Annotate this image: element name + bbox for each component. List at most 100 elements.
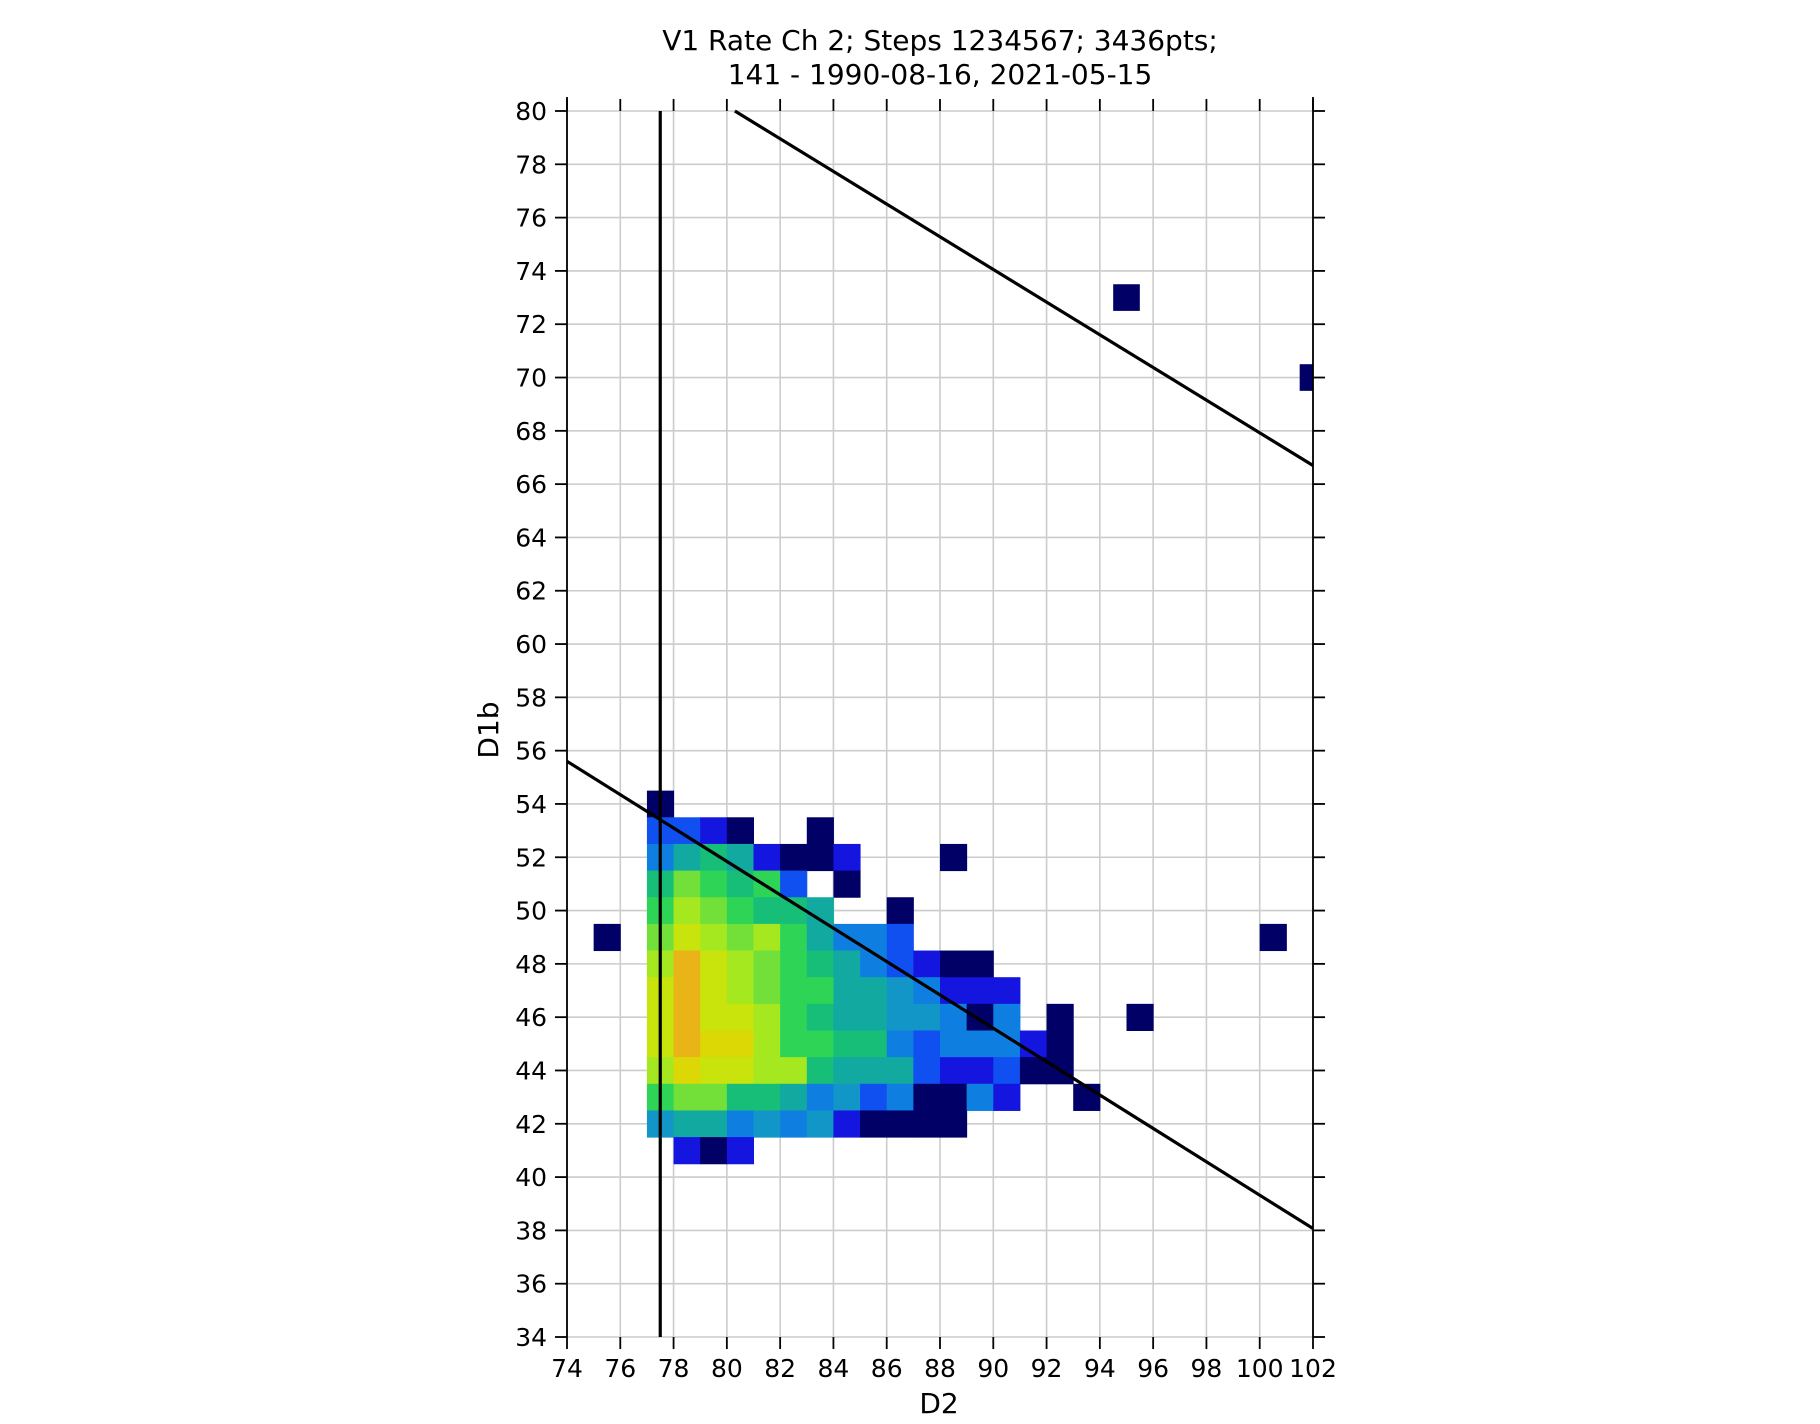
heatmap-cell [700,870,728,898]
heatmap-cell [726,1110,754,1138]
heatmap-cell [726,950,754,978]
heatmap-cell [886,1057,914,1085]
heatmap-cell [673,897,701,925]
heatmap-cell [700,1137,728,1165]
heatmap-cell [993,977,1021,1005]
heatmap-cell [753,1083,781,1111]
heatmap-cell [913,1030,941,1058]
heatmap-cell [886,923,914,952]
heatmap-cell [726,1057,754,1085]
heatmap-cell [833,1057,861,1085]
heatmap-cell [700,1003,728,1031]
heatmap-cells [593,284,1313,1165]
heatmap-cell [966,1030,994,1058]
heatmap-cell [913,1083,941,1111]
heatmap-cell [940,843,968,872]
heatmap-cell [833,843,861,872]
y-tick-label: 66 [515,470,547,499]
reference-lines [566,109,1314,1337]
heatmap-cell [860,1030,888,1058]
x-tick-label: 82 [764,1354,796,1383]
heatmap-cell [780,950,808,978]
heatmap-cell [833,870,861,898]
x-tick-label: 102 [1289,1354,1337,1383]
heatmap-cell [780,843,808,872]
heatmap-cell [806,817,834,845]
heatmap-cell [753,977,781,1005]
y-tick-label: 80 [515,97,547,126]
heatmap-cell [860,1003,888,1031]
heatmap-cell [700,950,728,978]
heatmap-cell [753,1030,781,1058]
heatmap-cell [993,1003,1021,1031]
heatmap-cell [966,1083,994,1111]
heatmap-cell [1299,364,1313,391]
y-tick-label: 64 [515,523,547,552]
heatmap-cell [806,1057,834,1085]
heatmap-cell [753,923,781,952]
axis-ticks: 74 76 78 80 82 84 86 88 90 92 94 96 98 100 102 34 36 38 40… [515,97,1337,1383]
heatmap-cell [673,923,701,952]
heatmap-cell [833,1083,861,1111]
heatmap-cell [833,1110,861,1138]
heatmap-cell [726,843,754,872]
heatmap-cell [726,923,754,952]
y-tick-label: 78 [515,150,547,179]
heatmap-cell [940,1083,968,1111]
x-tick-label: 76 [604,1354,636,1383]
x-tick-label: 86 [871,1354,903,1383]
heatmap-cell [860,1110,888,1138]
heatmap-cell [780,1057,808,1085]
y-tick-label: 42 [515,1110,547,1139]
y-tick-label: 74 [515,257,547,286]
heatmap-cell [753,897,781,925]
heatmap-cell [753,1003,781,1031]
heatmap-cell [966,950,994,978]
x-tick-label: 96 [1137,1354,1169,1383]
y-tick-label: 54 [515,790,547,819]
heatmap-cell [673,1003,701,1031]
heatmap-cell [753,1057,781,1085]
y-tick-label: 68 [515,417,547,446]
heatmap-cell [673,950,701,978]
reference-line [566,759,1314,1230]
heatmap-cell [726,1003,754,1031]
heatmap-cell [860,1057,888,1085]
heatmap-cell [726,1030,754,1058]
heatmap-cell [886,897,914,925]
heatmap-cell [913,950,941,978]
heatmap-cell [726,1137,754,1165]
x-axis-label: D2 [919,1387,958,1420]
heatmap-cell [860,977,888,1005]
heatmap-cell [1126,1003,1154,1031]
heatmap-cell [780,977,808,1005]
heatmap-cell [966,977,994,1005]
reference-line [734,109,1314,467]
heatmap-cell [913,1110,941,1138]
heatmap-cell [860,1083,888,1111]
heatmap-cell [753,950,781,978]
heatmap-cell [913,1003,941,1031]
y-tick-label: 46 [515,1003,547,1032]
heatmap-cell [940,1110,968,1138]
heatmap-cell [940,1030,968,1058]
y-tick-label: 70 [515,364,547,393]
heatmap-cell [673,870,701,898]
heatmap-cell [593,923,621,952]
heatmap-cell [753,843,781,872]
heatmap-cell [700,817,728,845]
y-tick-label: 72 [515,310,547,339]
heatmap-cell [1259,923,1287,952]
x-tick-label: 92 [1031,1354,1063,1383]
heatmap-cell [993,1083,1021,1111]
heatmap-cell [673,1030,701,1058]
heatmap-cell [806,923,834,952]
heatmap-cell [806,977,834,1005]
heatmap-cell [806,1083,834,1111]
heatmap-cell [886,977,914,1005]
heatmap-cell [886,1083,914,1111]
heatmap-cell [673,843,701,872]
heatmap-cell [700,1057,728,1085]
heatmap-cell [1019,1057,1048,1085]
heatmap-cell [780,1110,808,1138]
